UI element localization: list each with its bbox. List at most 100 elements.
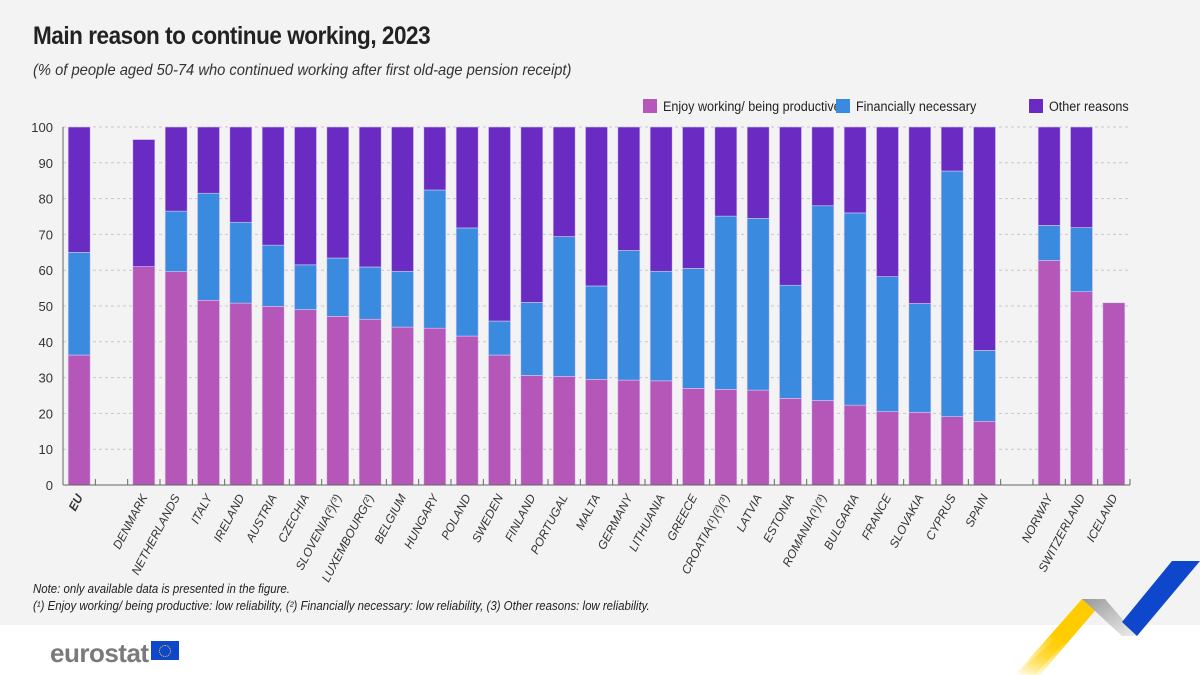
bar-segment [617, 379, 641, 486]
x-tick-label: EU [66, 492, 86, 514]
bar-segment [455, 227, 479, 337]
y-tick-label: 10 [39, 442, 53, 457]
bar-segment [358, 266, 382, 320]
bar-segment [197, 126, 220, 194]
logo-text: eurostat [50, 638, 149, 668]
bar-segment [746, 217, 770, 391]
bar-segment [197, 299, 220, 486]
bar-segment [67, 252, 91, 356]
bar-segment [1070, 291, 1093, 486]
legend-label: Other reasons [1049, 98, 1129, 114]
bar-segment [1102, 302, 1126, 486]
bar-segment [779, 398, 802, 486]
bar-segment [294, 126, 317, 266]
bar-segment [1070, 227, 1093, 292]
bar-segment [585, 126, 608, 287]
bar-segment [585, 379, 608, 486]
bar-segment [423, 126, 447, 191]
x-tick-label: FRANCE [859, 491, 895, 542]
bar-segment [391, 326, 414, 486]
legend-label: Enjoy working/ being productive [663, 98, 841, 114]
bar-segment [1070, 126, 1093, 228]
y-tick-label: 20 [39, 406, 53, 421]
bar-segment [164, 271, 188, 486]
note-line: (¹) Enjoy working/ being productive: low… [33, 598, 650, 613]
bar-segment [714, 215, 738, 390]
x-tick-label: IRELAND [211, 492, 248, 545]
y-tick-label: 0 [46, 478, 53, 493]
bar-segment [585, 285, 608, 380]
bar-segment [520, 126, 544, 303]
legend-label: Financially necessary [856, 98, 977, 114]
x-tick-label: ITALY [188, 491, 216, 526]
bar-segment [843, 404, 867, 486]
bar-segment [326, 257, 350, 317]
bar-segment [682, 388, 705, 486]
bar-segment [358, 318, 382, 486]
eurostat-logo: eurostat [50, 638, 179, 669]
x-tick-label: SPAIN [962, 492, 991, 530]
x-tick-label: SWEDEN [469, 492, 506, 545]
bar-segment [229, 126, 253, 223]
bar-segment [649, 380, 673, 486]
bar-segment [423, 327, 447, 486]
y-tick-label: 90 [39, 156, 53, 171]
bar-segment [67, 126, 91, 253]
chart-title: Main reason to continue working, 2023 [33, 22, 431, 50]
bar-segment [714, 389, 738, 486]
x-tick-label: FINLAND [502, 492, 539, 544]
x-tick-label: CYPRUS [923, 492, 959, 543]
eu-flag-icon [150, 641, 179, 660]
bar-segment [940, 170, 964, 417]
bar-segment [1037, 225, 1061, 261]
bar-segment [423, 189, 447, 329]
bar-segment [940, 416, 964, 486]
bar-segment [617, 126, 641, 251]
bar-segment [391, 270, 414, 328]
bar-segment [488, 126, 511, 322]
bar-segment [746, 126, 770, 219]
bar-segment [940, 126, 964, 172]
bar-segment [455, 126, 479, 229]
y-tick-label: 100 [31, 120, 53, 135]
note-line: Note: only available data is presented i… [33, 581, 290, 596]
bar-segment [552, 376, 576, 486]
x-tick-label: LATVIA [733, 492, 764, 534]
bar-segment [488, 320, 511, 356]
bar-segment [294, 264, 317, 310]
bar-segment [1037, 260, 1061, 486]
bar-segment [261, 126, 285, 246]
bar-segment [132, 139, 156, 267]
bar-segment [876, 276, 899, 412]
bar-segment [811, 205, 835, 401]
legend-swatch [1029, 99, 1043, 113]
bar-segment [973, 350, 996, 422]
bar-segment [326, 126, 350, 259]
x-tick-label: CZECHIA [275, 492, 312, 545]
bar-segment [617, 250, 641, 381]
bar-segment [552, 236, 576, 377]
bar-segment [164, 210, 188, 272]
x-tick-label: MALTA [573, 492, 603, 532]
y-tick-label: 70 [39, 227, 53, 242]
bar-segment [876, 126, 899, 277]
bar-segment [455, 335, 479, 486]
bar-segment [746, 389, 770, 486]
bar-segment [164, 126, 188, 212]
bar-segment [520, 302, 544, 376]
bar-segment [876, 411, 899, 486]
bar-segment [811, 126, 835, 207]
bar-segment [261, 244, 285, 307]
x-tick-label: GREECE [664, 491, 701, 543]
x-tick-label: ICELAND [1084, 492, 1121, 545]
bar-segment [358, 126, 382, 268]
bar-segment [197, 192, 220, 301]
legend-swatch [643, 99, 657, 113]
bar-segment [973, 126, 996, 351]
bar-segment [488, 354, 511, 486]
bar-segment [682, 268, 705, 389]
bar-segment [391, 126, 414, 272]
x-tick-label: AUSTRIA [243, 492, 280, 545]
y-tick-label: 60 [39, 263, 53, 278]
bar-segment [908, 412, 932, 486]
